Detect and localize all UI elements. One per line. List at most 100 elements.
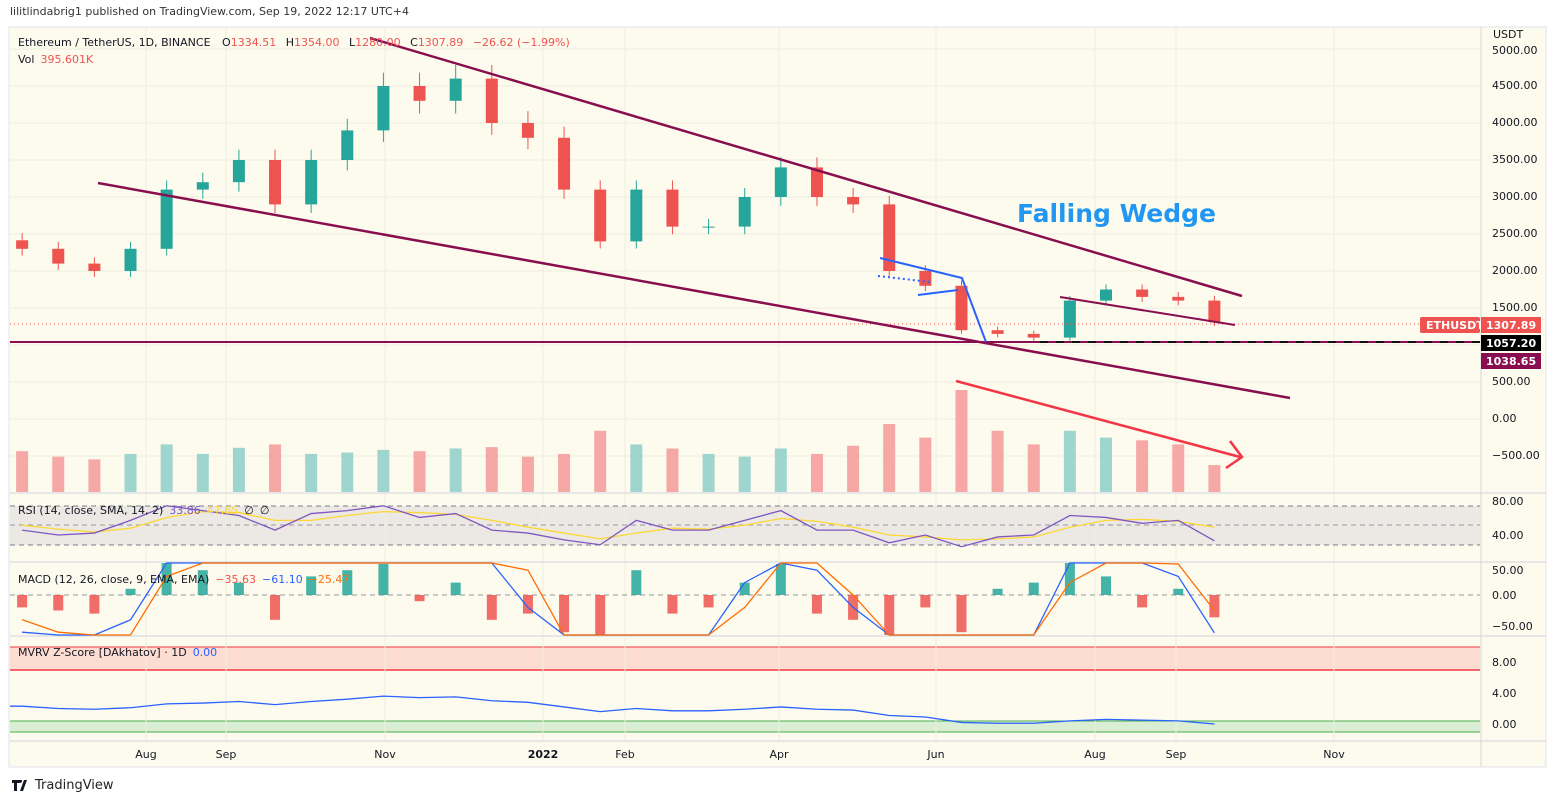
- publish-info: lilitlindabrig1 published on TradingView…: [10, 5, 409, 18]
- candle-body: [1172, 296, 1185, 301]
- low-value: 1280.00: [355, 36, 401, 49]
- macd-tick: −50.00: [1492, 620, 1533, 633]
- volume-bar: [52, 456, 65, 492]
- mvrv-tick: 8.00: [1492, 656, 1517, 669]
- volume-bar: [521, 456, 534, 492]
- macd-histogram-bar: [595, 595, 606, 635]
- candle-body: [1027, 333, 1040, 338]
- candle-body: [630, 189, 643, 242]
- mvrv-title: MVRV Z-Score [DAkhatov] · 1D: [18, 646, 187, 659]
- falling-wedge-label[interactable]: Falling Wedge: [1017, 199, 1216, 228]
- volume-bar: [16, 451, 29, 492]
- macd-histogram-bar: [161, 563, 172, 595]
- candle-body: [413, 86, 426, 101]
- time-tick: Feb: [615, 748, 634, 761]
- macd-histogram-bar: [631, 570, 642, 595]
- price-axis[interactable]: 5000.00 4500.00 4000.00 3500.00 3000.00 2500.…: [1492, 44, 1540, 462]
- price-tick: 1500.00: [1492, 301, 1538, 314]
- macd-plot: [17, 562, 1220, 636]
- macd-histogram-bar: [414, 595, 425, 602]
- rsi-ma-line: [22, 510, 1215, 541]
- macd-histogram-bar: [1101, 576, 1111, 595]
- candle-body: [883, 204, 896, 271]
- volume-bar: [702, 453, 715, 492]
- time-tick: Sep: [216, 748, 237, 761]
- lower-channel-trendline[interactable]: [97, 181, 1291, 400]
- volume-bar: [1063, 430, 1076, 492]
- time-tick: Apr: [769, 748, 789, 761]
- price-tick: 2500.00: [1492, 227, 1538, 240]
- macd-histogram-bar: [1137, 595, 1148, 608]
- candle-body: [774, 167, 787, 197]
- macd-histogram-bar: [89, 595, 100, 614]
- tradingview-logo[interactable]: TradingView: [12, 778, 114, 793]
- macd-histogram-bar: [1173, 588, 1184, 595]
- line-price-tag: 1057.20: [1486, 337, 1536, 350]
- support-price-tag: 1038.65: [1486, 355, 1536, 368]
- wedge-lower-trendline[interactable]: [1059, 296, 1236, 326]
- rsi-tick: 40.00: [1492, 529, 1524, 542]
- candle-body: [558, 137, 571, 190]
- volume-bar: [449, 448, 462, 492]
- macd-histogram-bar: [270, 595, 281, 620]
- time-tick: Aug: [135, 748, 156, 761]
- price-tick: 0.00: [1492, 412, 1517, 425]
- candle-body: [16, 240, 29, 249]
- candle-body: [847, 197, 860, 205]
- price-tick: 5000.00: [1492, 44, 1538, 57]
- time-axis[interactable]: Aug Sep Nov 2022 Feb Apr Jun Aug Sep Nov: [135, 748, 1345, 761]
- price-tick: 3000.00: [1492, 190, 1538, 203]
- price-tick: 2000.00: [1492, 264, 1538, 277]
- price-tick: 500.00: [1492, 375, 1531, 388]
- wedge-pattern-drawing[interactable]: [879, 257, 987, 343]
- macd-histogram-bar: [1028, 582, 1039, 595]
- macd-histogram-bar: [703, 595, 714, 608]
- candle-body: [88, 263, 101, 271]
- volume-label: Vol: [18, 53, 34, 66]
- macd-histogram-bar: [811, 595, 822, 614]
- candle-body: [1063, 300, 1076, 338]
- volume-bar: [1136, 440, 1149, 492]
- volume-bar: [883, 424, 896, 492]
- macd-histogram-bar: [775, 564, 786, 595]
- volume-bar: [919, 437, 932, 492]
- candle-body: [991, 330, 1004, 334]
- candle-body: [702, 226, 715, 228]
- macd-histogram-bar: [956, 595, 967, 633]
- volume-bar: [485, 447, 498, 492]
- macd-histogram-bar: [125, 588, 136, 595]
- candle-body: [594, 189, 607, 242]
- time-tick: Aug: [1084, 748, 1105, 761]
- macd-histogram-bar: [450, 582, 461, 595]
- volume-bar: [1208, 465, 1221, 492]
- macd-histogram-bar: [17, 595, 28, 608]
- volume-bar: [991, 430, 1004, 492]
- wedge-pattern-drawing-lower[interactable]: [917, 289, 959, 296]
- macd-histogram-bar: [992, 588, 1003, 595]
- candle-body: [269, 160, 282, 205]
- price-tick: 4500.00: [1492, 79, 1538, 92]
- last-price-tag: 1307.89: [1486, 319, 1536, 332]
- volume-bar: [955, 390, 968, 492]
- upper-channel-trendline[interactable]: [369, 36, 1243, 298]
- signal-line: [21, 562, 1215, 636]
- forecast-arrow[interactable]: [955, 379, 1241, 459]
- macd-histogram-bar: [342, 570, 353, 595]
- volume-bar: [738, 456, 751, 492]
- high-value: 1354.00: [294, 36, 340, 49]
- macd-histogram-bar: [53, 595, 64, 611]
- time-tick: Sep: [1166, 748, 1187, 761]
- macd-histogram-bar: [378, 564, 389, 595]
- volume-bar: [232, 447, 245, 492]
- macd-histogram-bar: [920, 595, 931, 608]
- candle-body: [810, 167, 823, 197]
- macd-histogram-bar: [233, 582, 244, 595]
- macd-histogram-bar: [559, 595, 570, 633]
- macd-histogram-bar: [1064, 563, 1075, 595]
- change-value: −26.62 (−1.99%): [473, 36, 570, 49]
- volume-bar: [88, 459, 101, 492]
- volume-bar: [558, 453, 571, 492]
- macd-title: MACD (12, 26, close, 9, EMA, EMA): [18, 573, 209, 586]
